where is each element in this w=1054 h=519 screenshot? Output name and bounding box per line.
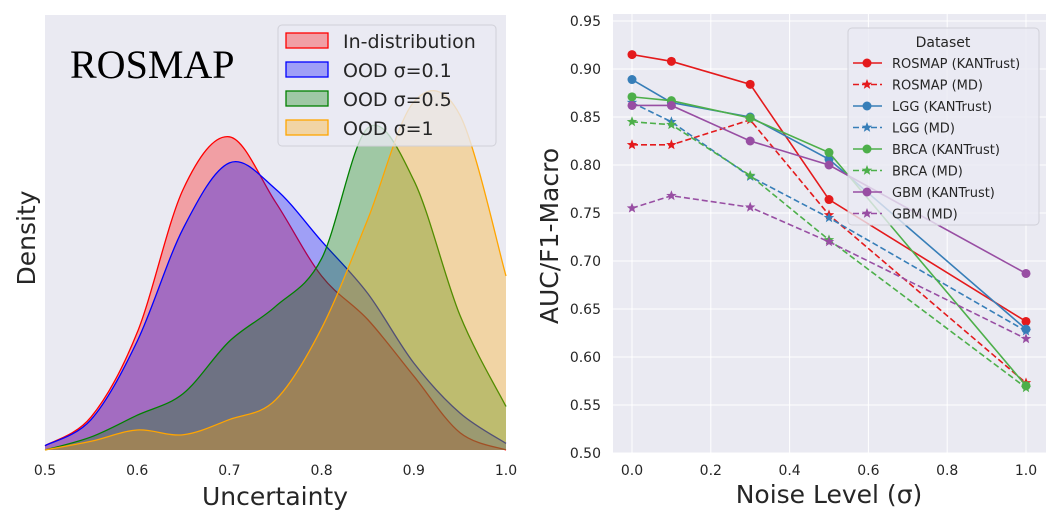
data-point <box>1020 382 1032 393</box>
x-tick-label: 0.0 <box>621 463 643 479</box>
y-tick-label: 0.65 <box>570 302 601 318</box>
data-point <box>745 170 756 180</box>
x-tick-label: 0.8 <box>310 463 332 479</box>
legend-marker <box>862 144 872 154</box>
x-tick-label: 0.4 <box>778 463 800 479</box>
legend-box <box>277 24 497 147</box>
x-tick-label: 0.7 <box>218 463 240 479</box>
legend-marker <box>862 187 872 197</box>
legend-box <box>847 27 1040 226</box>
density-fill-2 <box>45 125 506 451</box>
legend-marker <box>862 58 872 68</box>
legend-marker <box>862 101 872 111</box>
data-point <box>627 50 637 60</box>
data-point <box>1021 268 1031 278</box>
y-tick-label: 0.80 <box>570 158 601 174</box>
legend-label: LGG (MD) <box>892 122 955 137</box>
density-curve-2 <box>44 124 507 451</box>
legend-label: GBM (MD) <box>892 208 958 223</box>
x-tick-label: 0.9 <box>403 463 425 479</box>
data-point <box>666 100 676 110</box>
y-axis-label: Density <box>12 190 41 285</box>
y-axis-label: AUC/F1-Macro <box>535 148 564 324</box>
y-tick-label: 0.70 <box>570 254 601 270</box>
data-point <box>824 160 834 170</box>
legend-label: BRCA (MD) <box>892 165 963 180</box>
data-point <box>666 190 677 201</box>
data-point <box>823 236 835 247</box>
data-point <box>666 56 676 66</box>
x-axis-label: Uncertainty <box>202 482 348 511</box>
data-point <box>627 75 637 85</box>
legend-title: Dataset <box>916 35 971 51</box>
data-point <box>666 119 677 130</box>
legend-marker <box>861 208 873 218</box>
legend-label: OOD σ=1 <box>343 118 434 140</box>
legend: In-distribution OOD σ=0.1 OOD σ=0.5 OOD σ=1 <box>277 24 497 147</box>
y-tick-label: 0.85 <box>570 110 601 126</box>
data-point <box>627 100 637 110</box>
data-point <box>824 148 834 158</box>
density-chart: 0.5 0.6 0.7 0.8 0.9 1.0 ROSMAP Uncertainty De… <box>12 15 517 511</box>
legend-label: OOD σ=0.5 <box>343 89 452 111</box>
density-curve-1 <box>44 160 507 447</box>
legend-label: GBM (KANTrust) <box>892 186 995 201</box>
legend-label: BRCA (KANTrust) <box>892 143 1000 158</box>
data-point <box>626 116 638 127</box>
data-point <box>745 201 756 212</box>
density-fill-0 <box>45 136 506 450</box>
legend-swatch <box>285 61 329 78</box>
x-tick-label: 0.6 <box>126 463 148 479</box>
density-fill-3 <box>45 90 506 450</box>
data-point <box>745 113 755 123</box>
data-point <box>666 139 677 150</box>
x-tick-label: 0.5 <box>34 463 56 479</box>
data-point <box>824 195 834 205</box>
data-point <box>745 79 755 89</box>
series-line-5 <box>631 121 1027 389</box>
legend-swatch <box>285 90 329 107</box>
legend-label: ROSMAP (MD) <box>892 79 983 94</box>
data-point <box>1020 325 1032 336</box>
data-point <box>626 139 638 150</box>
legend: Dataset ROSMAP (KANTrust) ROSMAP (MD) LGG (… <box>847 27 1040 226</box>
x-tick-label: 1.0 <box>495 463 517 479</box>
y-tick-label: 0.50 <box>570 446 601 462</box>
data-point <box>823 212 835 223</box>
data-point <box>627 92 637 102</box>
y-tick-label: 0.55 <box>570 398 601 414</box>
y-tick-label: 0.95 <box>570 14 601 30</box>
x-tick-label: 1.0 <box>1015 463 1037 479</box>
density-curve-0 <box>44 136 507 451</box>
data-point <box>626 202 638 213</box>
line-chart: 0.50 0.55 0.60 0.65 0.70 0.75 0.80 0.85 0.90 0.95… <box>535 14 1046 509</box>
legend-marker <box>861 122 873 132</box>
legend-marker <box>861 79 873 89</box>
legend-label: OOD σ=0.1 <box>343 60 452 82</box>
x-tick-label: 0.2 <box>700 463 722 479</box>
data-point <box>1021 316 1031 326</box>
x-tick-label: 0.6 <box>857 463 879 479</box>
legend-label: ROSMAP (KANTrust) <box>892 57 1020 72</box>
data-point <box>1020 333 1032 344</box>
legend-label: In-distribution <box>343 31 476 53</box>
legend-swatch <box>285 119 329 136</box>
legend-label: LGG (KANTrust) <box>892 100 992 115</box>
y-tick-label: 0.75 <box>570 206 601 222</box>
y-tick-label: 0.90 <box>570 62 601 78</box>
chart-title: ROSMAP <box>70 42 235 87</box>
legend-marker <box>861 165 873 175</box>
x-axis-label: Noise Level (σ) <box>736 480 923 509</box>
y-tick-label: 0.60 <box>570 350 601 366</box>
x-tick-label: 0.8 <box>936 463 958 479</box>
data-point <box>745 136 755 146</box>
legend-swatch <box>285 32 329 49</box>
